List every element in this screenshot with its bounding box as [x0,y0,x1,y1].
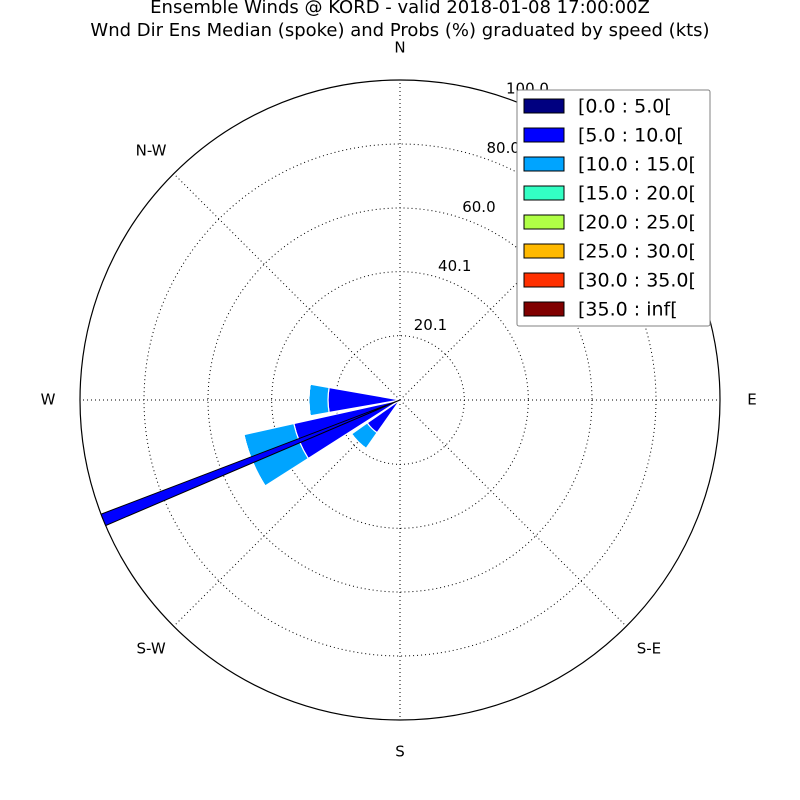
grid-spoke [399,173,627,401]
chart-subtitle: Wnd Dir Ens Median (spoke) and Probs (%)… [90,20,709,41]
median-spoke [100,399,401,527]
legend-swatch [523,301,565,317]
legend-swatch [523,98,565,114]
grid-spoke [173,173,401,401]
legend-label: [35.0 : inf[ [578,299,678,321]
legend-label: [5.0 : 10.0[ [578,125,684,147]
grid-spoke [173,399,401,627]
legend-label: [10.0 : 15.0[ [578,154,696,176]
angular-tick-label: S-W [137,639,166,657]
legend-label: [15.0 : 20.0[ [578,183,696,205]
legend-swatch [523,185,565,201]
angular-tick-label: S-E [637,639,661,657]
chart-title: Ensemble Winds @ KORD - valid 2018-01-08… [150,0,650,18]
angular-tick-label: S [395,743,405,761]
angular-tick-label: W [41,391,56,409]
angular-tick-label: N [394,39,405,57]
legend-label: [20.0 : 25.0[ [578,212,696,234]
legend-swatch [523,272,565,288]
legend-label: [25.0 : 30.0[ [578,241,696,263]
wedge [308,383,330,417]
legend-label: [30.0 : 35.0[ [578,270,696,292]
legend-box [516,89,711,327]
radial-tick-label: 40.1 [438,257,471,275]
radial-tick-label: 80.0 [487,139,520,157]
radial-tick-label: 20.1 [414,316,447,334]
grid-spoke [399,399,627,627]
wedge [351,433,367,449]
legend-swatch [523,243,565,259]
legend-swatch [523,127,565,143]
angular-tick-label: N-W [136,142,167,160]
legend-label: [0.0 : 5.0[ [578,96,672,118]
legend-swatch [523,156,565,172]
radial-tick-label: 60.0 [462,198,495,216]
angular-tick-label: E [747,391,756,409]
legend-swatch [523,214,565,230]
outer-circle [79,79,721,721]
